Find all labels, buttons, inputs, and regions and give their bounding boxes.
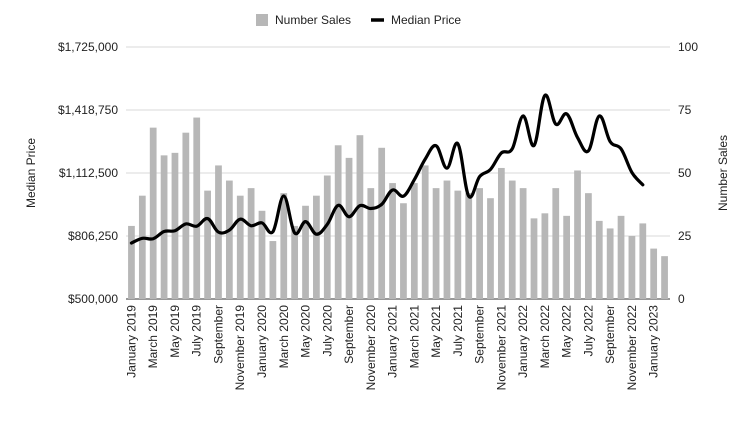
- x-tick-label: July 2021: [451, 305, 465, 357]
- bar: [617, 215, 625, 299]
- x-tick-label: September: [211, 305, 225, 364]
- x-tick-label: May 2020: [299, 305, 313, 358]
- bar: [574, 170, 581, 299]
- bar: [258, 210, 266, 299]
- bar: [323, 175, 331, 299]
- bar: [160, 155, 168, 299]
- bar: [454, 190, 462, 299]
- bar: [302, 205, 309, 299]
- bar: [345, 157, 353, 299]
- bar: [291, 225, 299, 299]
- bar: [410, 183, 418, 299]
- x-tick-label: November 2019: [233, 305, 247, 391]
- x-tick-label: March 2020: [277, 305, 291, 369]
- bar: [171, 152, 179, 299]
- x-tick-label: January 2020: [255, 305, 269, 378]
- left-axis-ticks: $500,000 $806,250 $1,112,500 $1,418,750 $1,7…: [58, 40, 118, 306]
- bar: [149, 127, 157, 299]
- x-tick-label: January 2019: [124, 305, 138, 378]
- bar: [497, 167, 505, 299]
- bar: [508, 180, 516, 299]
- bar: [541, 213, 549, 299]
- bar: [204, 190, 211, 299]
- x-tick-label: January 2023: [647, 305, 661, 378]
- bar: [487, 198, 494, 299]
- bar: [225, 180, 233, 299]
- bar: [367, 188, 375, 299]
- right-tick-label: 75: [678, 103, 692, 117]
- x-tick-label: July 2020: [320, 305, 334, 357]
- bar: [606, 228, 614, 299]
- bar: [356, 135, 364, 299]
- line-series-median-price: [129, 93, 645, 245]
- bar: [628, 236, 636, 299]
- bar: [661, 256, 668, 299]
- bar: [236, 195, 244, 299]
- bar: [138, 195, 146, 299]
- x-tick-label: May 2022: [560, 305, 574, 358]
- bar: [585, 193, 592, 299]
- x-tick-label: March 2019: [146, 305, 160, 369]
- bar: [530, 218, 538, 299]
- x-tick-label: July 2022: [581, 305, 595, 357]
- right-tick-label: 100: [678, 40, 698, 54]
- bar: [334, 145, 342, 299]
- bar: [128, 225, 135, 299]
- x-tick-label: January 2022: [516, 305, 530, 378]
- bar: [552, 188, 560, 299]
- x-tick-label: March 2021: [407, 305, 421, 369]
- right-tick-label: 25: [678, 229, 692, 243]
- bar: [269, 241, 277, 299]
- bar: [378, 147, 386, 299]
- left-tick-label: $1,725,000: [58, 40, 118, 54]
- x-tick-label: November 2022: [625, 305, 639, 391]
- bar: [432, 188, 440, 299]
- x-axis-ticks: January 2019 March 2019 May 2019 July 2019 S…: [124, 305, 660, 391]
- legend-label-median-price: Median Price: [391, 13, 461, 27]
- legend-label-number-sales: Number Sales: [275, 13, 351, 27]
- legend-swatch-number-sales: [256, 14, 268, 26]
- left-tick-label: $1,112,500: [59, 166, 118, 180]
- x-tick-label: November 2021: [494, 305, 508, 391]
- median-price-line: [129, 93, 645, 245]
- right-axis-title: Number Sales: [716, 135, 730, 211]
- x-tick-label: September: [342, 305, 356, 364]
- x-tick-label: March 2022: [538, 305, 552, 369]
- bar: [465, 193, 473, 299]
- right-tick-label: 0: [678, 292, 685, 306]
- bar: [595, 220, 603, 299]
- bar: [182, 132, 190, 299]
- bar: [639, 223, 647, 299]
- right-tick-label: 50: [678, 166, 692, 180]
- bar: [650, 248, 658, 299]
- bar: [280, 193, 288, 299]
- x-tick-label: January 2021: [386, 305, 400, 378]
- x-tick-label: May 2019: [168, 305, 182, 358]
- bar: [519, 188, 527, 299]
- bar: [443, 180, 451, 299]
- bar: [313, 195, 320, 299]
- bar: [389, 183, 396, 299]
- left-tick-label: $1,418,750: [58, 103, 118, 117]
- bar: [247, 188, 255, 299]
- bar: [476, 188, 483, 299]
- x-tick-label: November 2020: [364, 305, 378, 391]
- x-tick-label: July 2019: [190, 305, 204, 357]
- left-tick-label: $500,000: [68, 292, 118, 306]
- bar: [421, 165, 429, 299]
- x-tick-label: May 2021: [429, 305, 443, 358]
- bar-series-number-sales: [128, 117, 668, 299]
- x-tick-label: September: [473, 305, 487, 364]
- bar: [193, 117, 201, 299]
- bar: [563, 215, 571, 299]
- bar: [400, 203, 407, 299]
- legend: Number Sales Median Price: [256, 13, 461, 27]
- left-axis-title: Median Price: [24, 138, 38, 208]
- right-axis-ticks: 0 25 50 75 100: [678, 40, 698, 306]
- x-tick-label: September: [603, 305, 617, 364]
- left-tick-label: $806,250: [68, 229, 118, 243]
